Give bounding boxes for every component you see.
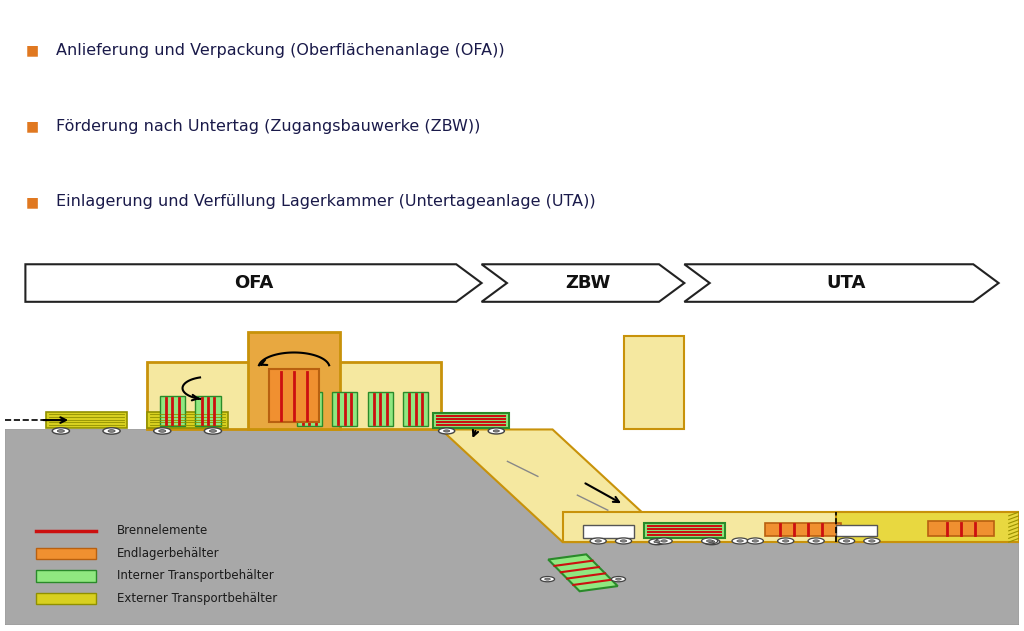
Circle shape: [660, 540, 668, 542]
Circle shape: [649, 539, 665, 545]
Polygon shape: [548, 555, 617, 591]
Circle shape: [159, 430, 166, 432]
Bar: [433, 413, 510, 428]
Circle shape: [752, 540, 759, 542]
Circle shape: [701, 538, 718, 544]
Bar: [249, 332, 340, 430]
Text: Förderung nach Untertag (Zugangsbauwerke (ZBW)): Förderung nach Untertag (Zugangsbauwerke…: [56, 119, 480, 134]
Polygon shape: [5, 430, 1019, 625]
Circle shape: [844, 540, 850, 542]
Bar: [36, 548, 96, 559]
Bar: [368, 392, 393, 426]
Circle shape: [732, 538, 749, 544]
Circle shape: [488, 428, 505, 434]
Circle shape: [494, 430, 500, 432]
Polygon shape: [441, 430, 674, 542]
Circle shape: [621, 540, 627, 542]
Bar: [36, 593, 96, 604]
Circle shape: [443, 430, 450, 432]
Polygon shape: [481, 264, 684, 302]
Circle shape: [590, 538, 606, 544]
Circle shape: [52, 428, 70, 434]
Text: ZBW: ZBW: [565, 274, 610, 292]
Circle shape: [703, 539, 720, 545]
Circle shape: [108, 430, 115, 432]
Circle shape: [611, 577, 626, 582]
Circle shape: [154, 428, 171, 434]
Bar: [46, 412, 127, 428]
Bar: [297, 392, 322, 426]
Bar: [837, 525, 877, 536]
Circle shape: [782, 540, 788, 542]
Circle shape: [545, 578, 550, 580]
Bar: [766, 523, 842, 536]
Text: Endlagerbehälter: Endlagerbehälter: [117, 547, 219, 560]
Bar: [583, 525, 634, 538]
Polygon shape: [26, 264, 481, 302]
Circle shape: [839, 538, 855, 544]
Circle shape: [438, 428, 455, 434]
Text: ■: ■: [26, 195, 39, 209]
Circle shape: [209, 430, 216, 432]
Bar: [928, 521, 993, 536]
Text: ■: ■: [26, 44, 39, 57]
Circle shape: [615, 578, 622, 580]
Circle shape: [57, 430, 65, 432]
Text: UTA: UTA: [826, 274, 866, 292]
Circle shape: [808, 538, 824, 544]
Text: Brennelemente: Brennelemente: [117, 524, 208, 538]
Text: Interner Transportbehälter: Interner Transportbehälter: [117, 569, 273, 582]
Circle shape: [654, 541, 660, 543]
Bar: [268, 369, 319, 422]
Circle shape: [777, 538, 794, 544]
Circle shape: [707, 540, 713, 542]
Text: Einlagerung und Verfüllung Lagerkammer (Untertageanlage (UTA)): Einlagerung und Verfüllung Lagerkammer (…: [56, 194, 596, 209]
Bar: [196, 396, 220, 426]
Circle shape: [868, 540, 876, 542]
Circle shape: [205, 428, 221, 434]
Circle shape: [656, 538, 672, 544]
Text: ■: ■: [26, 119, 39, 133]
Bar: [644, 523, 725, 538]
Circle shape: [737, 540, 743, 542]
Polygon shape: [684, 264, 998, 302]
Circle shape: [748, 538, 764, 544]
Bar: [403, 392, 428, 426]
Circle shape: [813, 540, 819, 542]
Bar: [563, 512, 1019, 542]
Bar: [36, 570, 96, 582]
Circle shape: [595, 540, 601, 542]
Circle shape: [864, 538, 880, 544]
Bar: [147, 362, 441, 430]
Text: Externer Transportbehälter: Externer Transportbehälter: [117, 592, 276, 605]
Circle shape: [615, 538, 632, 544]
Bar: [624, 336, 684, 430]
Bar: [332, 392, 357, 426]
Text: Anlieferung und Verpackung (Oberflächenanlage (OFA)): Anlieferung und Verpackung (Oberflächena…: [56, 43, 505, 58]
Bar: [837, 512, 1019, 542]
Text: OFA: OFA: [233, 274, 273, 292]
Bar: [147, 412, 228, 428]
Circle shape: [709, 541, 715, 543]
Bar: [160, 396, 185, 426]
Circle shape: [103, 428, 120, 434]
Circle shape: [541, 577, 555, 582]
